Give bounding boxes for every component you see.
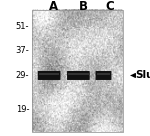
Text: A: A xyxy=(49,0,58,13)
Bar xyxy=(32,10,123,132)
Text: C: C xyxy=(106,0,115,13)
Bar xyxy=(39,73,59,75)
Bar xyxy=(68,73,88,75)
Text: B: B xyxy=(79,0,88,13)
Text: 29-: 29- xyxy=(16,71,29,80)
FancyBboxPatch shape xyxy=(67,71,90,80)
Text: 51-: 51- xyxy=(16,22,29,31)
Text: Slug: Slug xyxy=(135,70,150,81)
Text: 37-: 37- xyxy=(15,46,29,55)
FancyBboxPatch shape xyxy=(96,71,111,80)
FancyBboxPatch shape xyxy=(38,71,60,80)
Bar xyxy=(97,73,110,75)
Text: 19-: 19- xyxy=(16,105,29,114)
